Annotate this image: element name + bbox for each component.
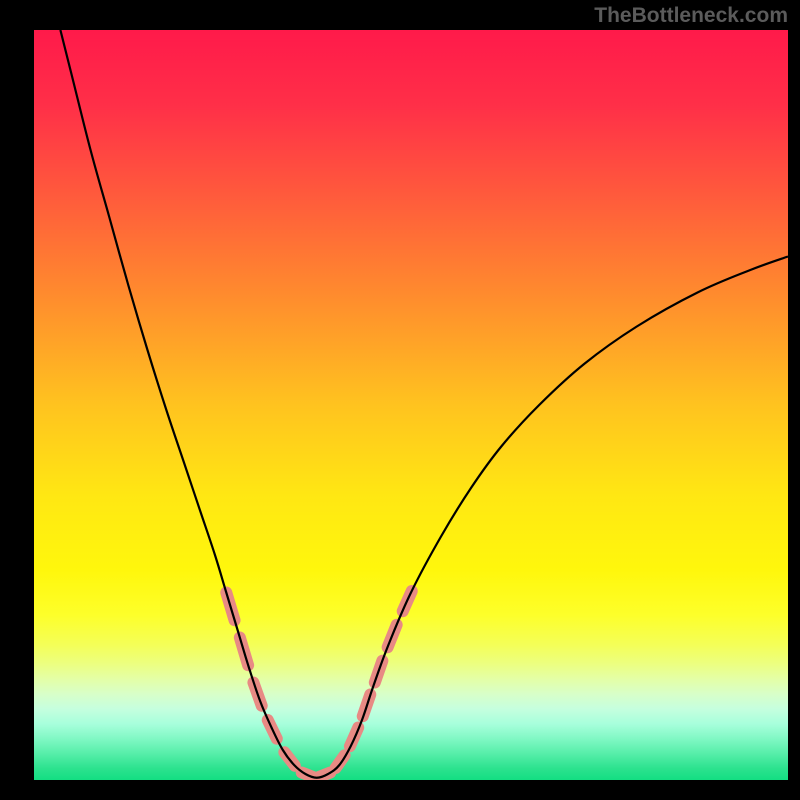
black-curve-path — [60, 30, 788, 778]
chart-container: { "watermark": { "text": "TheBottleneck.… — [0, 0, 800, 800]
plot-area — [34, 30, 788, 780]
watermark-text: TheBottleneck.com — [594, 4, 788, 28]
bottleneck-curve — [34, 30, 788, 780]
